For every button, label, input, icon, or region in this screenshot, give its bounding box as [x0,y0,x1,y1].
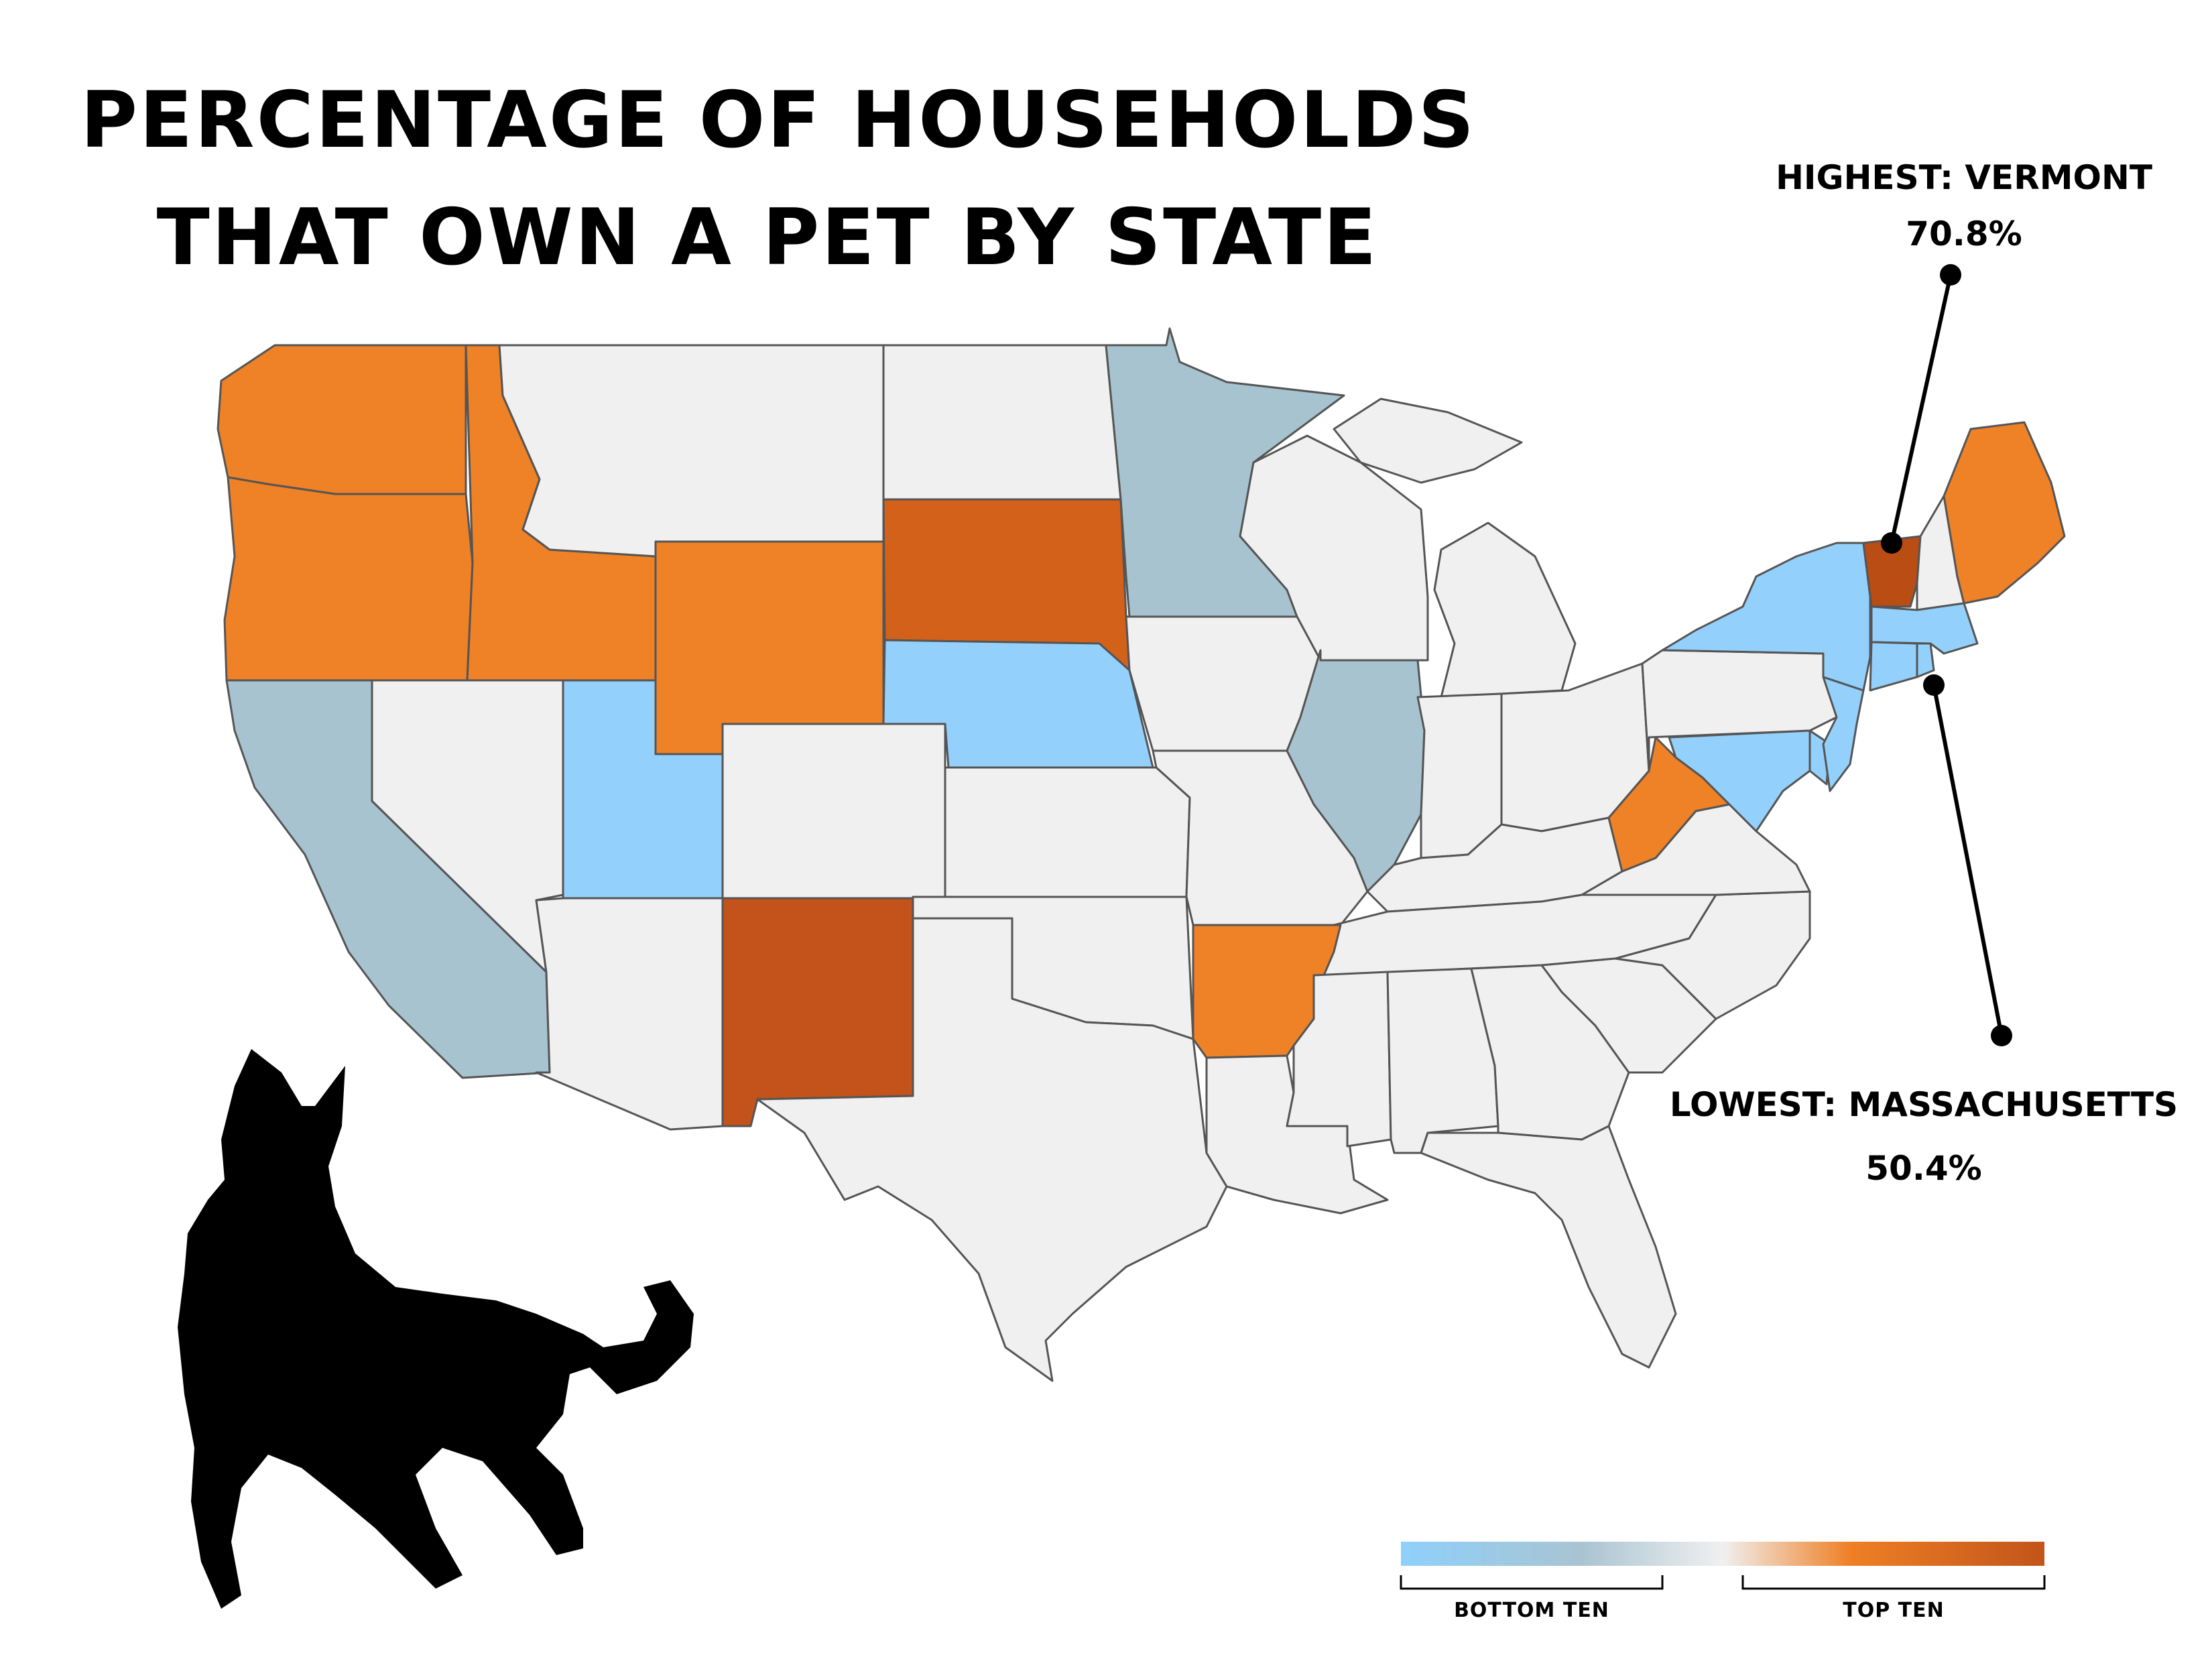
state-michigan-lower [1433,521,1577,698]
state-new-mexico [721,897,914,1127]
legend-bracket-top [1741,1575,2046,1590]
lowest-callout-line [1932,684,2004,1036]
legend-bottom-ten-label: BOTTOM TEN [1454,1599,1609,1622]
state-michigan-upper [1333,397,1523,484]
state-connecticut [1869,641,1918,692]
lowest-callout-dot-state [1923,674,1945,696]
highest-callout-dot-state [1881,532,1902,554]
state-indiana [1416,692,1503,859]
state-montana [498,344,885,558]
state-vermont [1862,535,1922,608]
state-texas [756,917,1228,1382]
dog-silhouette-icon [178,1049,694,1609]
state-kansas [944,766,1191,898]
legend-top-ten-label: TOP TEN [1843,1599,1945,1622]
legend-gradient-bar [1401,1542,2044,1566]
legend-bracket-bottom [1400,1575,1664,1590]
page-title-line-2: THAT OWN A PET BY STATE [156,192,1379,283]
state-arizona [535,897,724,1131]
highest-callout-line [1890,274,1953,544]
lowest-callout-value: 50.4% [1865,1149,1982,1188]
state-washington [217,344,467,495]
state-florida [1420,1125,1677,1369]
state-colorado [721,723,946,900]
state-new-jersey [1822,676,1865,792]
state-wyoming [654,540,885,755]
state-north-dakota [882,344,1122,501]
state-rhode-island [1916,642,1935,678]
state-north-carolina [1614,890,1811,1020]
state-wisconsin [1239,434,1429,662]
highest-callout-value: 70.8% [1906,214,2022,253]
state-oregon [223,476,474,682]
state-maine [1943,421,2066,605]
state-louisiana [1205,1054,1389,1215]
highest-callout-label: HIGHEST: VERMONT [1776,158,2152,197]
lowest-callout-label: LOWEST: MASSACHUSETTS [1669,1085,2178,1124]
highest-callout-dot-label [1940,264,1961,286]
lowest-callout-dot-label [1991,1025,2012,1046]
page-title-line-1: PERCENTAGE OF HOUSEHOLDS [80,75,1477,166]
state-iowa [1125,615,1322,752]
